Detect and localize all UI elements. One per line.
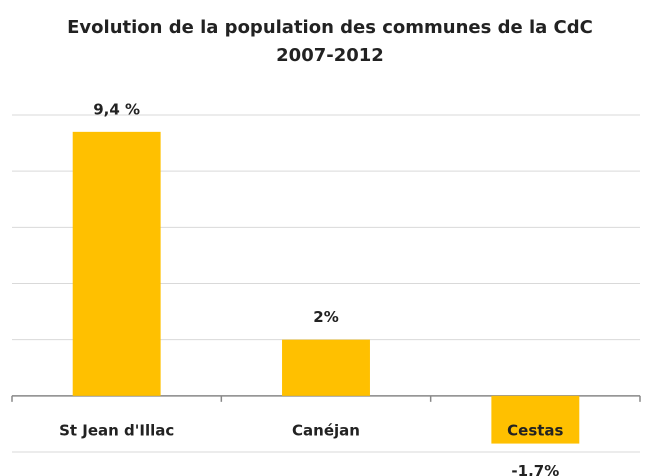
value-label: 9,4 % — [93, 100, 140, 118]
chart-title: Evolution de la population des communes … — [67, 17, 593, 66]
value-label: 2% — [313, 308, 338, 326]
x-tick-label: Canéjan — [292, 421, 360, 439]
bar — [491, 395, 580, 444]
value-label: -1,7% — [511, 462, 559, 476]
bar — [282, 339, 370, 396]
x-tick-label: Cestas — [507, 421, 563, 439]
x-tick-label: St Jean d'Illac — [59, 421, 174, 439]
bar — [72, 131, 161, 396]
